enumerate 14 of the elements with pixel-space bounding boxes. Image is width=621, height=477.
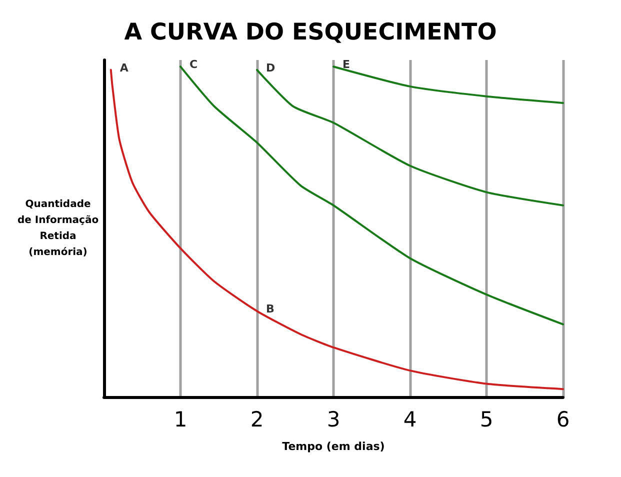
annotation: E [342, 58, 350, 72]
x-tick-label: 4 [403, 408, 417, 432]
annotation: D [266, 61, 276, 74]
x-tick-label: 6 [556, 408, 570, 432]
x-tick-label: 2 [250, 408, 264, 432]
y-axis-title: Quantidade de Informação Retida (memória) [17, 199, 99, 258]
annotation: C [190, 58, 198, 72]
x-tick-label: 3 [326, 408, 340, 432]
annotation: A [120, 61, 129, 74]
chart-title: A CURVA DO ESQUECIMENTO [124, 20, 497, 46]
annotation: B [266, 302, 274, 316]
x-tick-label: 1 [174, 408, 188, 432]
x-axis-title: Tempo (em dias) [282, 440, 385, 453]
x-tick-label: 5 [480, 408, 494, 432]
